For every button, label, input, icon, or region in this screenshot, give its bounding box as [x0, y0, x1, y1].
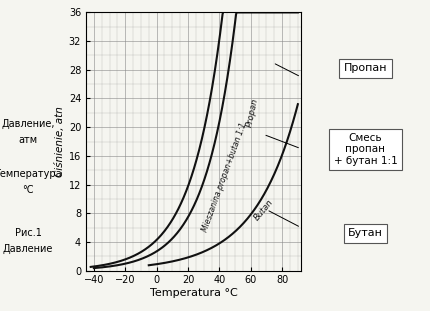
Text: Температура: Температура [0, 169, 62, 179]
Y-axis label: Ciśnienie, atn: Ciśnienie, atn [55, 106, 64, 177]
Text: Пропан: Пропан [344, 63, 387, 73]
Text: атм: атм [18, 135, 37, 145]
X-axis label: Temperatura °C: Temperatura °C [150, 288, 237, 298]
Text: Давление: Давление [3, 244, 53, 254]
Text: Бутан: Бутан [348, 228, 383, 238]
Text: Mieszanina propan+butan 1:1: Mieszanina propan+butan 1:1 [200, 122, 248, 233]
Text: Propan: Propan [245, 98, 260, 128]
Text: Смесь
пропан
+ бутан 1:1: Смесь пропан + бутан 1:1 [334, 133, 397, 166]
Text: Давление,: Давление, [1, 119, 55, 129]
Text: Butan: Butan [252, 197, 275, 222]
Text: Рис.1: Рис.1 [15, 228, 41, 238]
Text: °C: °C [22, 185, 34, 195]
